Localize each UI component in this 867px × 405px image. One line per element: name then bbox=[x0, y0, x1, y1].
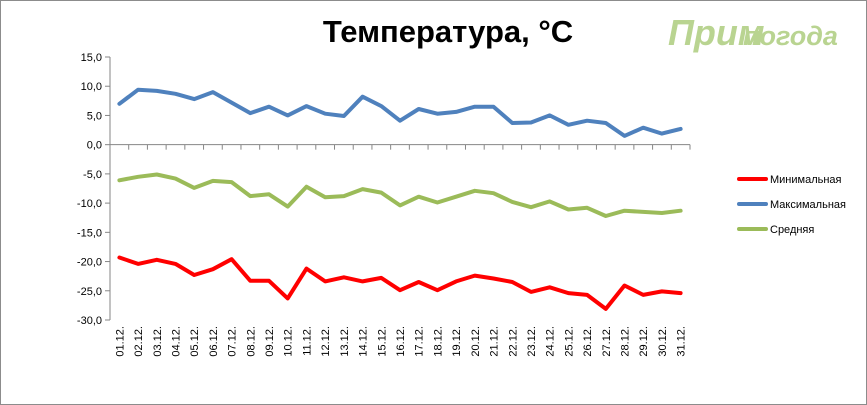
x-tick-label: 31.12. bbox=[676, 326, 688, 357]
primpogoda-logo: Прим погода bbox=[668, 12, 838, 53]
x-tick-label: 05.12. bbox=[189, 326, 201, 357]
x-tick-label: 07.12. bbox=[227, 326, 239, 357]
x-tick-label: 14.12. bbox=[358, 326, 370, 357]
x-tick-label: 20.12. bbox=[470, 326, 482, 357]
series-line-3 bbox=[117, 172, 683, 218]
x-tick-label: 17.12. bbox=[414, 326, 426, 357]
y-tick-label: -25,0 bbox=[77, 286, 102, 298]
legend-label-3: Средняя bbox=[770, 224, 814, 236]
x-tick-label: 27.12. bbox=[601, 326, 613, 357]
y-tick-label: 5,0 bbox=[87, 110, 102, 122]
y-tick-label: -15,0 bbox=[77, 227, 102, 239]
y-tick-label: -20,0 bbox=[77, 257, 102, 269]
y-tick-label: -5,0 bbox=[83, 169, 102, 181]
x-tick-label: 25.12. bbox=[563, 326, 575, 357]
x-tick-label: 09.12. bbox=[264, 326, 276, 357]
x-tick-label: 04.12. bbox=[170, 326, 182, 357]
x-tick-label: 01.12. bbox=[114, 326, 126, 357]
x-tick-label: 10.12. bbox=[283, 326, 295, 357]
x-tick-label: 18.12. bbox=[432, 326, 444, 357]
x-tick-label: 29.12. bbox=[638, 326, 650, 357]
y-tick-label: 10,0 bbox=[81, 81, 102, 93]
chart-title: Температура, °С bbox=[323, 14, 573, 49]
x-tick-label: 28.12. bbox=[620, 326, 632, 357]
logo-text-part1: Прим bbox=[668, 12, 765, 53]
x-tick-label: 11.12. bbox=[301, 326, 313, 356]
x-tick-label: 30.12. bbox=[657, 326, 669, 357]
x-tick-label: 08.12. bbox=[245, 326, 257, 357]
x-tick-label: 02.12. bbox=[133, 326, 145, 357]
x-tick-label: 16.12. bbox=[395, 326, 407, 357]
y-tick-label: -30,0 bbox=[77, 315, 102, 327]
x-tick-label: 23.12. bbox=[526, 326, 538, 357]
x-tick-label: 26.12. bbox=[582, 326, 594, 357]
plot-area: 15,0 10,0 5,0 0,0 -5,0 -10,0 -15,0 -20,0 -25,0 -3… bbox=[77, 52, 691, 357]
series-line-1 bbox=[117, 255, 683, 311]
x-tick-label: 21.12. bbox=[489, 326, 501, 357]
x-tick-label: 13.12. bbox=[339, 326, 351, 357]
y-tick-label: 15,0 bbox=[81, 52, 102, 64]
x-tick-label: 06.12. bbox=[208, 326, 220, 357]
legend: Минимальная Максимальная Средняя bbox=[737, 174, 846, 236]
series-line-2 bbox=[117, 87, 683, 138]
y-tick-label: -10,0 bbox=[77, 198, 102, 210]
x-tick-label: 22.12. bbox=[507, 326, 519, 357]
logo-text-part2: погода bbox=[743, 21, 838, 51]
legend-label-2: Максимальная bbox=[770, 199, 846, 211]
x-tick-label: 24.12. bbox=[545, 326, 557, 357]
x-tick-label: 19.12. bbox=[451, 326, 463, 357]
x-tick-label: 12.12. bbox=[320, 326, 332, 357]
x-tick-label: 03.12. bbox=[152, 326, 164, 357]
y-tick-label: 0,0 bbox=[87, 140, 102, 152]
legend-label-1: Минимальная bbox=[770, 174, 842, 186]
x-tick-label: 15.12. bbox=[376, 326, 388, 357]
